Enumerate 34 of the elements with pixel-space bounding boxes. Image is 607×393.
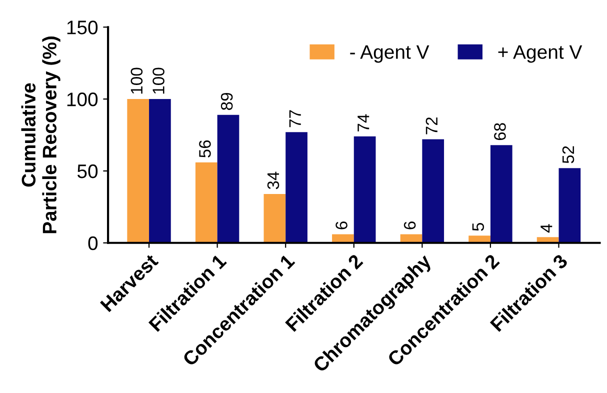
data-label: 56	[199, 140, 211, 158]
legend-label: - Agent V	[350, 45, 430, 63]
bar	[354, 136, 376, 243]
y-tick-label: 100	[67, 92, 98, 106]
bar	[195, 162, 218, 243]
data-label: 100	[152, 68, 164, 94]
bar	[264, 194, 286, 243]
bar	[332, 234, 354, 243]
bar	[286, 132, 308, 243]
bar	[217, 114, 240, 243]
y-axis-title: Cumulative Particle Recovery (%)	[21, 36, 60, 234]
y-tick-label: 150	[67, 20, 98, 34]
bar	[558, 168, 581, 243]
bar	[400, 234, 422, 243]
data-label: 77	[289, 110, 301, 128]
bar	[490, 145, 512, 243]
bar	[149, 99, 171, 243]
legend-label: + Agent V	[498, 45, 582, 63]
data-label: 6	[404, 222, 416, 230]
bar	[127, 99, 150, 243]
y-tick-label: 0	[88, 236, 98, 250]
y-tick-label: 50	[77, 164, 98, 178]
data-label: 34	[267, 172, 280, 190]
data-label: 4	[540, 224, 552, 233]
data-label: 89	[220, 92, 233, 110]
data-label: 5	[472, 222, 484, 231]
bar	[422, 139, 444, 243]
data-label: 72	[426, 117, 438, 134]
data-label: 52	[562, 146, 574, 164]
data-label: 68	[494, 123, 506, 140]
data-label: 100	[130, 68, 143, 94]
data-label: 74	[358, 114, 370, 132]
data-label: 6	[336, 222, 348, 230]
bar	[468, 236, 490, 243]
